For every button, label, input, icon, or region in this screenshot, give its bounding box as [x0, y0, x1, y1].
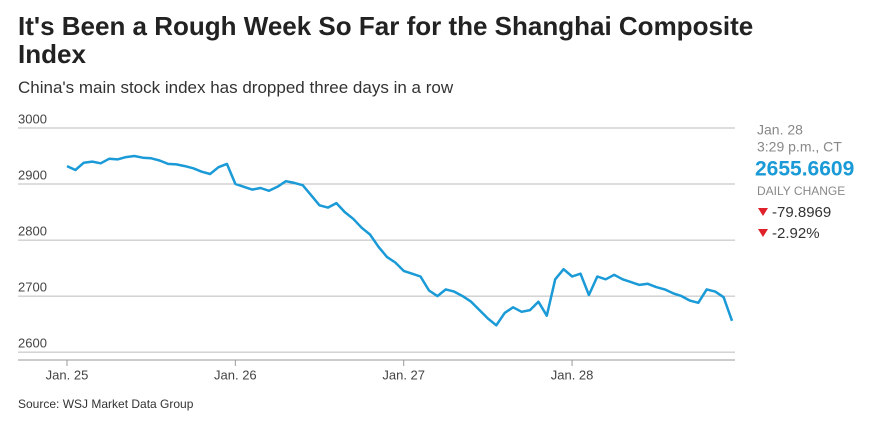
down-arrow: [758, 208, 768, 216]
x-tick-label: Jan. 25: [46, 367, 89, 382]
y-tick-label: 2700: [18, 280, 47, 295]
x-tick-label: Jan. 27: [382, 367, 425, 382]
line: [66, 154, 734, 327]
chart-title: It's Been a Rough Week So Far for the Sh…: [18, 11, 754, 69]
x-tick-label: Jan. 28: [551, 367, 594, 382]
readout-change-label: DAILY CHANGE: [757, 184, 845, 198]
y-tick-label: 2600: [18, 336, 47, 351]
readout-change-pct: -2.92%: [772, 225, 820, 242]
source: Source: WSJ Market Data Group: [18, 397, 194, 411]
readout-time: 3:29 p.m., CT: [757, 139, 842, 155]
y-tick-label: 2900: [18, 167, 47, 182]
y-tick-label: 3000: [18, 111, 47, 126]
y-tick-label: 2800: [18, 224, 47, 239]
down-arrow: [758, 229, 768, 237]
x-tick-label: Jan. 26: [214, 367, 257, 382]
readout-value: 2655.6609: [755, 158, 854, 181]
chart-subtitle: China's main stock index has dropped thr…: [18, 78, 454, 97]
readout-change: -79.8969: [772, 204, 831, 221]
readout-date: Jan. 28: [757, 122, 803, 138]
